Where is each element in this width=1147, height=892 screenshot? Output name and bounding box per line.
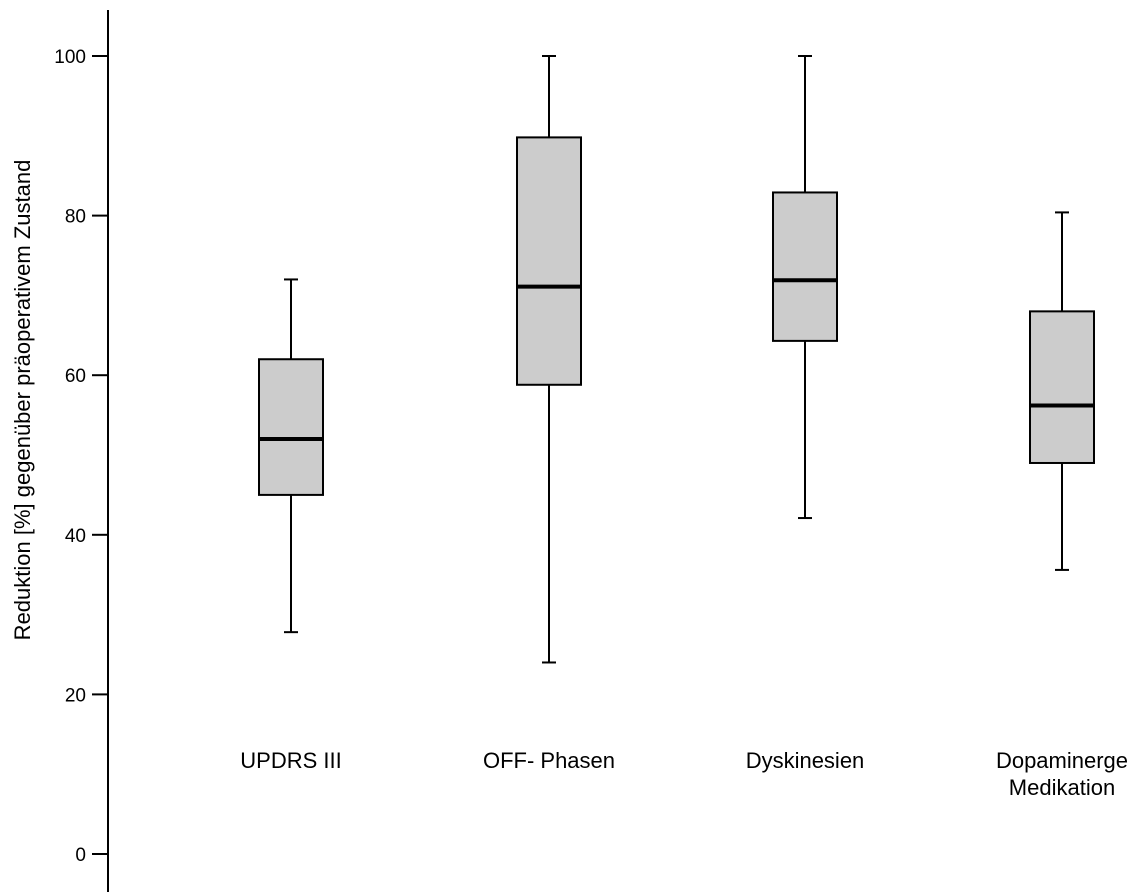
category-label-line: Medikation <box>1009 775 1115 800</box>
category-label-2: OFF- Phasen <box>483 748 615 773</box>
category-label-line: Dyskinesien <box>746 748 865 773</box>
boxes <box>258 55 1095 664</box>
category-label-3: Dyskinesien <box>746 748 865 773</box>
category-label-line: Dopaminerge <box>996 748 1128 773</box>
y-tick-label-20: 20 <box>65 685 86 706</box>
y-tick-label-0: 0 <box>75 845 86 866</box>
category-label-4: Dopaminerge Medikation <box>996 748 1128 800</box>
category-labels: UPDRS III OFF- Phasen Dyskinesien Dopaminer… <box>240 748 1128 800</box>
y-tick-label-60: 60 <box>65 366 86 387</box>
y-tick-label-40: 40 <box>65 526 86 547</box>
category-label-line: OFF- Phasen <box>483 748 615 773</box>
y-ticks: 0 20 40 60 80 100 <box>54 47 108 866</box>
iqr-box <box>1029 310 1095 464</box>
box-group-1 <box>258 278 324 634</box>
box-group-4 <box>1029 211 1095 571</box>
category-label-1: UPDRS III <box>240 748 341 773</box>
iqr-box <box>258 358 324 496</box>
iqr-box <box>772 191 838 342</box>
y-tick-label-80: 80 <box>65 207 86 228</box>
box-group-2 <box>516 55 582 664</box>
y-axis-title: Reduktion [%] gegenüber präoperativem Zu… <box>10 160 35 641</box>
category-label-line: UPDRS III <box>240 748 341 773</box>
iqr-box <box>516 136 582 386</box>
y-tick-label-100: 100 <box>54 47 86 68</box>
box-group-3 <box>772 55 838 520</box>
